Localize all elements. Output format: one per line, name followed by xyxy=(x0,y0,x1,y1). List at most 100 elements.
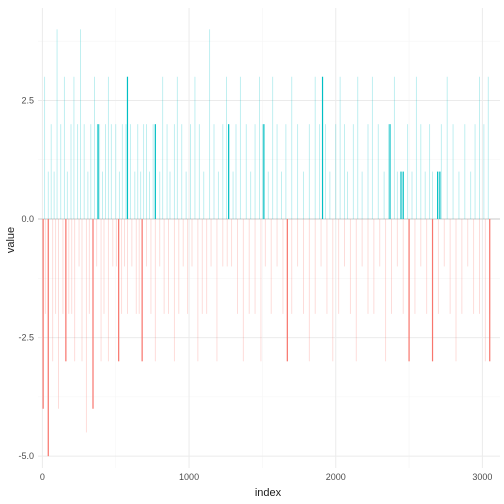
positive-bar xyxy=(357,76,359,220)
positive-bar xyxy=(209,29,211,220)
positive-bar xyxy=(339,76,341,220)
positive-bar xyxy=(110,124,112,220)
positive-bar xyxy=(250,171,252,220)
negative-bar xyxy=(74,219,76,362)
positive-bar xyxy=(388,124,389,220)
positive-bar xyxy=(239,76,241,220)
positive-bar xyxy=(470,171,472,220)
positive-bar xyxy=(411,171,413,220)
positive-bar xyxy=(125,124,127,220)
positive-bar xyxy=(173,124,175,220)
negative-bar xyxy=(242,219,244,362)
positive-bar xyxy=(96,124,98,220)
negative-bar xyxy=(314,219,316,314)
negative-bar xyxy=(201,219,203,314)
highlighted-negative-bar xyxy=(408,219,410,362)
highlighted-positive-bar xyxy=(439,171,441,220)
negative-bar xyxy=(78,219,80,267)
positive-bar xyxy=(121,124,123,220)
y-tick-label: -2.5 xyxy=(18,333,34,343)
positive-bar xyxy=(146,124,147,220)
positive-bar xyxy=(245,124,247,220)
positive-bar xyxy=(87,171,89,220)
negative-bar xyxy=(150,219,152,314)
positive-bar xyxy=(458,171,460,220)
grid-lines xyxy=(38,8,500,468)
highlighted-negative-bar xyxy=(286,219,288,362)
negative-bar xyxy=(96,219,98,267)
positive-bar xyxy=(446,76,448,220)
highlighted-positive-bar xyxy=(263,124,265,220)
positive-bar xyxy=(53,171,55,220)
positive-bar xyxy=(149,171,150,220)
negative-bar xyxy=(396,219,398,267)
highlighted-positive-bar xyxy=(126,76,129,220)
positive-bar xyxy=(94,76,95,220)
negative-bar xyxy=(332,219,334,362)
negative-bar xyxy=(55,219,57,314)
highlighted-negative-bar xyxy=(431,219,434,362)
x-tick-label: 3000 xyxy=(472,472,492,482)
negative-bar xyxy=(402,219,404,314)
negative-bar xyxy=(443,219,445,267)
positive-bar xyxy=(420,124,422,220)
negative-bar xyxy=(344,219,345,267)
positive-bar xyxy=(105,124,106,220)
positive-bar xyxy=(80,29,81,220)
positive-bar xyxy=(254,124,256,220)
positive-bar xyxy=(335,124,337,220)
positive-bar xyxy=(152,124,154,220)
negative-bar xyxy=(163,219,165,314)
positive-bar xyxy=(56,29,58,220)
highlighted-positive-bar xyxy=(437,171,439,220)
highlighted-negative-bar xyxy=(65,219,67,362)
negative-bar xyxy=(103,219,105,314)
positive-bar xyxy=(77,124,79,220)
positive-bar xyxy=(73,76,75,220)
positive-bar xyxy=(396,171,398,220)
positive-bar xyxy=(285,124,287,220)
negative-bar xyxy=(308,219,310,362)
positive-bar xyxy=(452,124,454,220)
highlighted-negative-bar xyxy=(141,219,143,362)
highlighted-positive-bar xyxy=(228,124,230,220)
positive-bar xyxy=(297,124,299,220)
negative-bar xyxy=(168,219,169,314)
positive-bar xyxy=(383,171,385,220)
negative-bar xyxy=(426,219,428,314)
negative-bar xyxy=(338,219,340,314)
positive-bar xyxy=(50,124,52,220)
positive-bar xyxy=(415,76,417,220)
positive-bar xyxy=(213,124,215,220)
negative-bar xyxy=(276,219,278,267)
positive-bar xyxy=(60,124,62,220)
positive-bar xyxy=(232,171,234,220)
negative-bar xyxy=(127,219,128,314)
negative-bar xyxy=(260,219,262,362)
negative-bar xyxy=(248,219,250,314)
positive-bar xyxy=(377,124,379,220)
highlighted-negative-bar xyxy=(118,219,120,362)
positive-bar xyxy=(352,124,354,220)
x-tick-label: 0 xyxy=(40,472,45,482)
positive-bar xyxy=(393,76,395,220)
x-tick-label: 1000 xyxy=(179,472,199,482)
positive-bar xyxy=(367,124,369,220)
negative-bar xyxy=(216,219,218,362)
positive-bar xyxy=(83,124,85,220)
positive-bar xyxy=(134,171,136,220)
highlighted-positive-bar xyxy=(389,124,391,220)
negative-bar xyxy=(81,219,83,362)
positive-bar xyxy=(291,76,293,220)
positive-bar xyxy=(464,124,466,220)
highlighted-negative-bar xyxy=(42,219,44,409)
positive-bar xyxy=(261,124,263,220)
positive-bar xyxy=(203,171,205,220)
positive-bar xyxy=(281,171,282,220)
negative-bar xyxy=(237,219,238,314)
positive-bar xyxy=(440,124,442,220)
positive-bar xyxy=(47,171,49,220)
positive-bar xyxy=(185,171,187,220)
negative-bar xyxy=(420,219,422,267)
positive-bar xyxy=(429,124,431,220)
